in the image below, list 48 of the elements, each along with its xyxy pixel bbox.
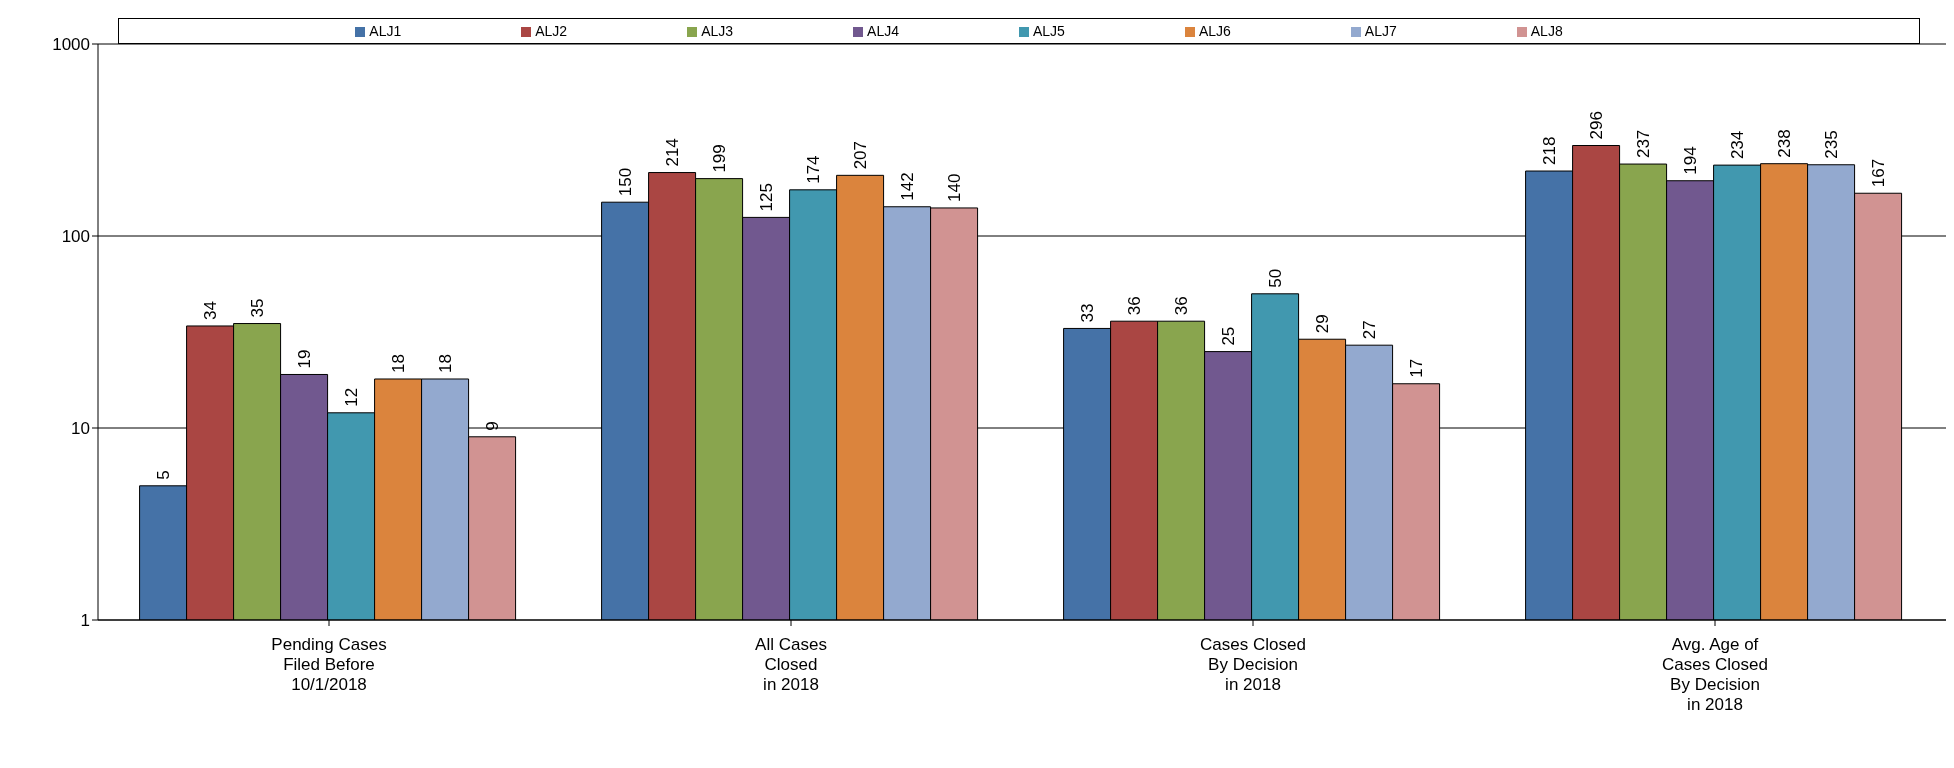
legend-label: ALJ3 bbox=[701, 23, 734, 39]
data-label: 194 bbox=[1681, 146, 1701, 175]
y-tick-label: 1 bbox=[80, 611, 90, 631]
x-tick-label: Cases Closed By Decision in 2018 bbox=[1200, 635, 1306, 694]
x-tick-label: All Cases Closed in 2018 bbox=[755, 635, 827, 694]
data-label: 36 bbox=[1125, 296, 1145, 316]
data-label: 167 bbox=[1869, 158, 1889, 188]
data-label: 234 bbox=[1728, 130, 1748, 160]
data-label: 125 bbox=[757, 183, 777, 212]
data-label: 18 bbox=[389, 354, 409, 373]
data-label: 25 bbox=[1219, 326, 1239, 346]
legend-label: ALJ8 bbox=[1530, 23, 1563, 39]
data-label: 27 bbox=[1360, 320, 1380, 340]
x-tick-label: Avg. Age of Cases Closed By Decision in 2018 bbox=[1662, 635, 1768, 714]
data-label: 36 bbox=[1172, 296, 1192, 316]
y-tick-label: 10 bbox=[71, 419, 90, 439]
data-label: 199 bbox=[710, 144, 730, 173]
x-tick-label: Pending Cases Filed Before 10/1/2018 bbox=[271, 635, 387, 694]
data-label: 5 bbox=[154, 470, 174, 480]
data-label: 12 bbox=[342, 387, 362, 407]
data-label: 238 bbox=[1775, 129, 1795, 158]
data-label: 33 bbox=[1078, 303, 1098, 323]
data-label: 237 bbox=[1634, 129, 1654, 159]
data-label: 174 bbox=[804, 155, 824, 184]
data-label: 29 bbox=[1313, 314, 1333, 334]
data-label: 18 bbox=[436, 354, 456, 373]
y-tick-label: 1000 bbox=[52, 35, 90, 55]
data-label: 9 bbox=[483, 421, 503, 431]
data-label: 296 bbox=[1587, 111, 1607, 140]
data-label: 207 bbox=[851, 140, 871, 170]
data-label: 150 bbox=[616, 167, 636, 197]
legend-label: ALJ2 bbox=[535, 23, 568, 39]
data-label: 235 bbox=[1822, 130, 1842, 159]
data-label: 34 bbox=[201, 301, 221, 320]
y-tick-label: 100 bbox=[61, 227, 90, 247]
legend-label: ALJ4 bbox=[867, 23, 899, 39]
legend-label: ALJ5 bbox=[1033, 23, 1065, 39]
legend-label: ALJ7 bbox=[1364, 23, 1397, 39]
legend-label: ALJ1 bbox=[369, 23, 402, 39]
data-label: 35 bbox=[248, 298, 268, 318]
legend-label: ALJ6 bbox=[1198, 23, 1231, 39]
data-label: 218 bbox=[1540, 136, 1560, 166]
data-label: 140 bbox=[945, 173, 965, 202]
data-label: 17 bbox=[1407, 358, 1427, 378]
data-label: 214 bbox=[663, 138, 683, 167]
data-label: 19 bbox=[295, 349, 315, 369]
data-label: 142 bbox=[898, 172, 918, 201]
data-label: 50 bbox=[1266, 268, 1286, 288]
